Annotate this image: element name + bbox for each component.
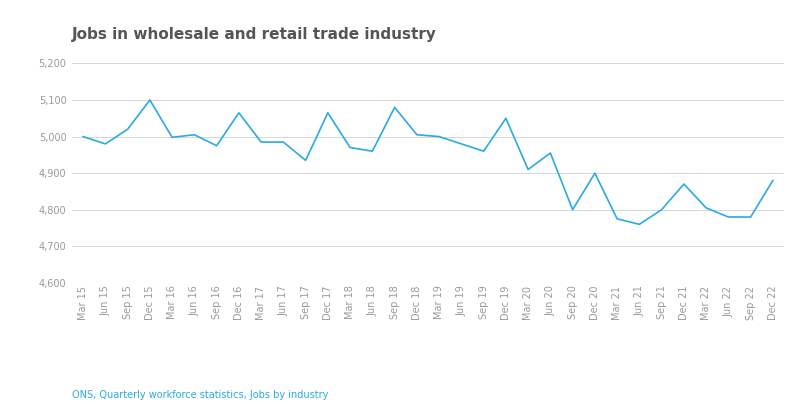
Text: Jobs in wholesale and retail trade industry: Jobs in wholesale and retail trade indus… bbox=[72, 27, 437, 42]
Text: ONS, Quarterly workforce statistics, Jobs by industry: ONS, Quarterly workforce statistics, Job… bbox=[72, 390, 328, 400]
